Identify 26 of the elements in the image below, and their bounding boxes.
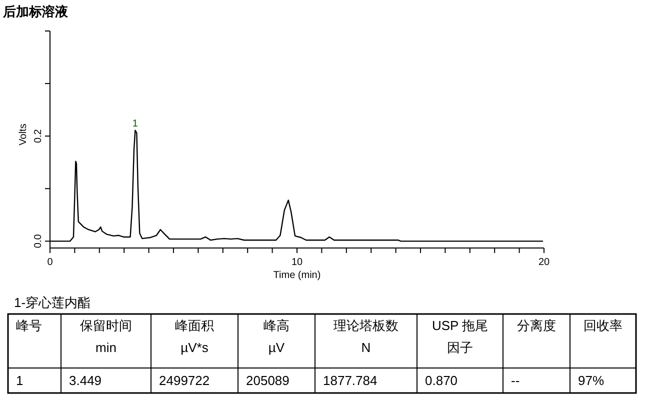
x-tick-label: 20 — [538, 257, 550, 268]
text: 3.449 — [69, 373, 102, 388]
chart-title: 后加标溶液 — [2, 4, 69, 19]
text: 分离度 — [517, 318, 556, 333]
text: 理论塔板数 N — [334, 318, 398, 355]
text: 峰号 — [16, 318, 42, 333]
text: 1-穿心莲内酯 — [14, 295, 91, 310]
text: 0.870 — [425, 373, 458, 388]
text: 峰面积 µV*s — [175, 318, 214, 355]
text: 峰高 µV — [264, 318, 290, 355]
text: 205089 — [246, 373, 290, 388]
text: 2499722 — [159, 373, 210, 388]
x-tick-label: 10 — [291, 257, 303, 268]
y-tick-label: 0.0 — [33, 234, 44, 248]
text: 保留时间 min — [80, 318, 132, 355]
text: 1877.784 — [323, 373, 378, 388]
annotation: 1 — [132, 118, 138, 130]
text: 回收率 — [584, 318, 622, 333]
x-axis-title: Time (min) — [273, 270, 321, 281]
x-tick-label: 0 — [47, 257, 54, 268]
text: USP 拖尾因子 — [432, 318, 488, 355]
y-axis-title: Volts — [18, 124, 29, 146]
text: 97% — [578, 373, 604, 388]
y-tick-label: 0.2 — [33, 128, 44, 144]
text: 1 — [16, 373, 24, 388]
text: -- — [511, 373, 520, 388]
